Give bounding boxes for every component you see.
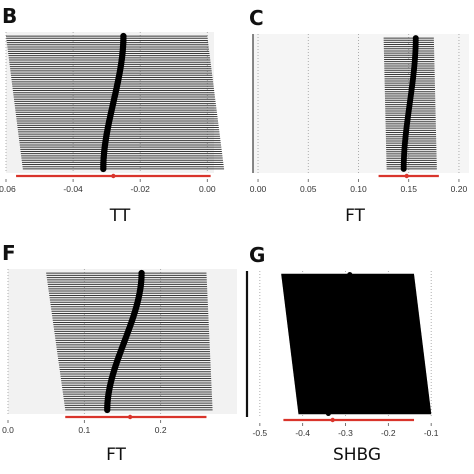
x-axis-title: FT <box>106 445 126 465</box>
panel-c: C 0.00 0.05 0.10 0.15 0.20 FT <box>237 0 474 237</box>
tick-label: 0.00 <box>199 184 216 194</box>
interval-group <box>281 271 432 417</box>
forest-plot-f: 0.0 0.1 0.2 <box>2 269 237 435</box>
panel-letter: B <box>2 4 18 28</box>
tick-label: 0.2 <box>155 425 167 435</box>
panel-letter: C <box>249 6 264 30</box>
interval-group <box>6 32 225 173</box>
forest-plot-c: 0.00 0.05 0.10 0.15 0.20 <box>250 34 469 194</box>
tick-label: 0.0 <box>2 425 14 435</box>
forest-plot-b: -0.06 -0.04 -0.02 0.00 <box>0 32 225 194</box>
interval-group <box>46 269 213 414</box>
tick-label: 0.00 <box>250 184 267 194</box>
x-axis-title: SHBG <box>332 445 382 465</box>
panel-b: B -0.06 -0.04 -0.02 0.00 TT <box>0 0 237 237</box>
tick-label: -0.5 <box>253 428 268 438</box>
tick-label: 0.1 <box>78 425 90 435</box>
tick-label: -0.4 <box>295 428 310 438</box>
estimate-point <box>325 410 331 417</box>
interval-group <box>383 35 437 172</box>
estimate-point <box>104 406 111 414</box>
tick-label: 0.05 <box>300 184 317 194</box>
pooled-estimate-point <box>330 417 335 423</box>
pooled-estimate-point <box>111 173 116 179</box>
x-axis-title: FT <box>345 206 365 226</box>
estimate-point <box>100 165 107 173</box>
tick-label: -0.04 <box>63 184 83 194</box>
tick-label: -0.06 <box>0 184 16 194</box>
panel-letter: F <box>2 241 16 265</box>
panel-letter: G <box>249 243 266 267</box>
pooled-estimate-point <box>127 414 133 420</box>
tick-label: 0.15 <box>400 184 417 194</box>
panel-g: G -0.5 -0.4 -0.3 -0.2 -0.1 SHBG <box>237 237 474 474</box>
panel-f: F 0.0 0.1 0.2 FT <box>0 237 237 474</box>
x-axis-title: TT <box>109 206 131 226</box>
tick-label: 0.20 <box>451 184 468 194</box>
tick-label: 0.10 <box>350 184 367 194</box>
tick-label: -0.3 <box>338 428 353 438</box>
forest-plot-g: -0.5 -0.4 -0.3 -0.2 -0.1 <box>245 271 474 438</box>
tick-label: -0.02 <box>131 184 151 194</box>
estimate-point <box>400 165 407 172</box>
pooled-estimate-point <box>404 173 409 179</box>
tick-label: -0.1 <box>424 428 439 438</box>
tick-label: -0.2 <box>381 428 396 438</box>
plot-area <box>253 34 469 173</box>
